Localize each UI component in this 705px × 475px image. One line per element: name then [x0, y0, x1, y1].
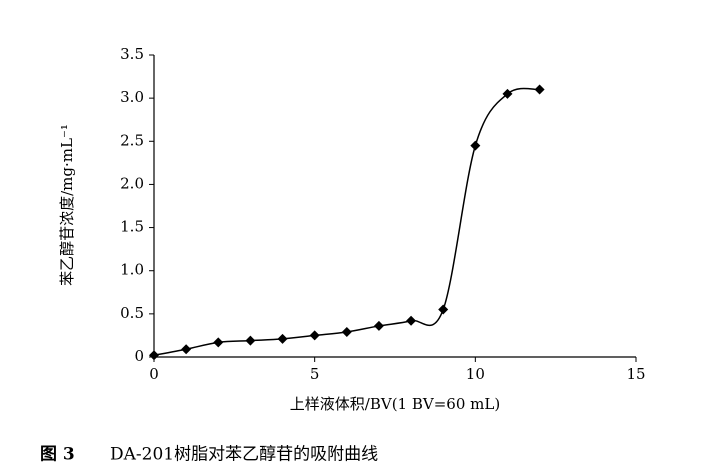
x-tick-label: 15 — [626, 365, 645, 383]
caption: DA-201树脂对苯乙醇苷的吸附曲线 — [110, 445, 378, 465]
marker — [341, 326, 352, 337]
marker — [149, 350, 159, 361]
marker — [438, 304, 449, 315]
y-tick-label: 0 — [134, 347, 144, 365]
y-axis-label: 苯乙醇苷浓度/mg·mL⁻¹ — [58, 124, 76, 286]
x-tick-label: 0 — [149, 365, 159, 383]
x-tick-label: 5 — [310, 365, 320, 383]
marker — [470, 140, 481, 151]
marker — [502, 88, 513, 99]
figure-label: 图 3 — [40, 445, 75, 465]
y-tick-label: 3.5 — [120, 45, 144, 63]
marker — [373, 320, 384, 331]
y-tick-label: 1.0 — [120, 261, 144, 279]
marker — [277, 333, 288, 344]
marker — [309, 330, 320, 341]
y-tick-label: 2.5 — [120, 131, 144, 149]
line — [153, 87, 540, 357]
marker — [406, 315, 417, 326]
y-tick-label: 2.0 — [120, 174, 144, 192]
marker — [181, 344, 192, 355]
x-tick-label: 10 — [466, 365, 485, 383]
y-tick-label: 3.0 — [120, 88, 144, 106]
marker — [245, 335, 256, 346]
y-tick-label: 0.5 — [120, 304, 144, 322]
x-axis-label: 上样液体积/BV(1 BV=60 mL) — [290, 395, 500, 413]
y-tick-label: 1.5 — [120, 218, 144, 236]
marker — [213, 337, 224, 348]
marker — [534, 84, 545, 95]
